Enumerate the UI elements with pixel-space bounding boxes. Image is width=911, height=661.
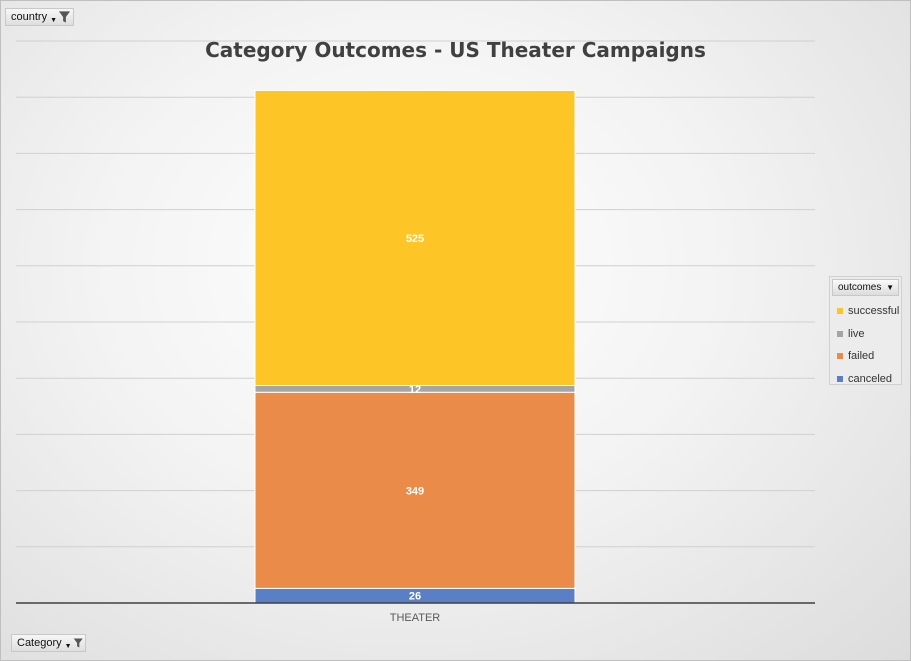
legend: outcomes ▼ successful live failed cancel… xyxy=(829,276,902,385)
filter-funnel-icon xyxy=(73,638,83,648)
filter-funnel-icon xyxy=(58,11,71,23)
country-filter-label: country xyxy=(11,11,48,23)
legend-item-successful: successful xyxy=(830,300,901,323)
legend-item-canceled: canceled xyxy=(830,368,901,391)
legend-item-live: live xyxy=(830,323,901,346)
data-label-successful: 525 xyxy=(406,233,424,245)
category-filter-label: Category xyxy=(17,637,62,649)
legend-label: canceled xyxy=(848,372,893,385)
legend-swatch xyxy=(837,375,843,382)
legend-swatch xyxy=(837,353,843,360)
data-label-canceled: 26 xyxy=(409,591,421,603)
outcomes-filter-button[interactable]: outcomes ▼ xyxy=(832,279,899,296)
x-tick-label: THEATER xyxy=(390,612,441,624)
legend-label: live xyxy=(848,327,865,340)
dropdown-arrow-icon: ▼ xyxy=(64,642,72,650)
bar-stack xyxy=(254,89,576,604)
data-labels: 26 349 12 525 xyxy=(406,233,424,603)
legend-label: successful xyxy=(848,305,900,318)
legend-swatch xyxy=(837,308,843,315)
bar-segment-failed xyxy=(254,391,576,589)
chart-title: Category Outcomes - US Theater Campaigns xyxy=(205,38,706,62)
dropdown-arrow-icon: ▼ xyxy=(886,283,894,292)
data-label-live: 12 xyxy=(409,384,421,396)
bar-segment-successful xyxy=(254,89,576,387)
legend-header-label: outcomes xyxy=(838,282,882,293)
data-label-failed: 349 xyxy=(406,485,424,497)
dropdown-arrow-icon: ▼ xyxy=(50,16,58,24)
legend-label: failed xyxy=(848,350,875,363)
legend-swatch xyxy=(837,330,843,337)
category-filter-button[interactable]: Category ▼ xyxy=(11,634,86,652)
legend-item-failed: failed xyxy=(830,345,901,368)
country-filter-button[interactable]: country ▼ xyxy=(5,8,74,26)
